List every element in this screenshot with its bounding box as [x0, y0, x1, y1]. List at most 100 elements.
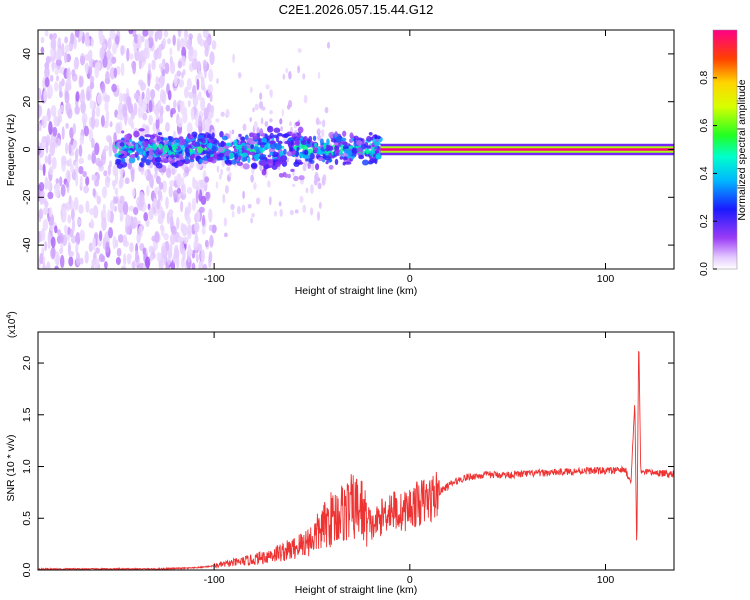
heatmap-cell-noise	[155, 76, 159, 85]
heatmap-cell-sparse	[297, 65, 301, 74]
heatmap-cell-noise	[161, 68, 166, 77]
heatmap-cell-noise	[84, 250, 89, 264]
heatmap-cell-carrier	[129, 154, 136, 159]
heatmap-cell-sparse	[267, 180, 271, 188]
heatmap-cell-noise	[186, 78, 192, 91]
heatmap-cell-noise	[145, 87, 151, 102]
heatmap-cell-noise	[59, 247, 63, 255]
heatmap-cell-carrier	[163, 137, 169, 142]
heatmap-cell-noise	[79, 175, 83, 188]
heatmap-cell-noise	[187, 244, 192, 257]
heatmap-cell-noise	[91, 259, 96, 266]
heatmap-cell-noise	[133, 33, 139, 44]
heatmap-cell-sparse	[222, 193, 226, 204]
heatmap-cell-noise	[43, 115, 49, 122]
heatmap-cell-noise	[79, 135, 85, 145]
heatmap-cell-carrier	[238, 133, 242, 138]
heatmap-cell-carrier	[287, 173, 291, 179]
heatmap-cell-carrier	[365, 149, 370, 155]
heatmap-cell-noise	[111, 83, 117, 93]
heatmap-cell-noise	[124, 177, 130, 185]
heatmap-cell-carrier	[267, 125, 274, 133]
heatmap-cell-carrier	[271, 151, 279, 158]
heatmap-cell-noise	[75, 232, 81, 246]
heatmap-cell-noise	[44, 240, 48, 252]
heatmap-cell-noise	[52, 126, 58, 137]
heatmap-cell-noise	[67, 241, 71, 256]
heatmap-cell-noise	[165, 196, 169, 210]
y-tick-label: -40	[21, 237, 33, 252]
heatmap-cell-sparse	[215, 181, 219, 189]
heatmap-cell-noise	[95, 247, 100, 254]
heatmap-cell-noise	[191, 197, 196, 212]
heatmap-cell-noise	[204, 176, 210, 183]
heatmap-cell-carrier	[252, 133, 258, 140]
heatmap-cell-sparse	[313, 178, 318, 186]
snr-y-axis: 0.0 0.5 1.0 1.5 2.0	[21, 356, 674, 577]
heatmap-cell-noise	[104, 94, 110, 102]
heatmap-cell-carrier	[235, 145, 243, 150]
heatmap-cell-sparse	[253, 120, 258, 131]
heatmap-cell-carrier	[219, 131, 224, 138]
heatmap-cell-carrier	[147, 154, 154, 161]
heatmap-cell-sparse	[254, 103, 259, 111]
snr-x-axis: -100 0 100	[204, 332, 614, 586]
heatmap-cell-noise	[105, 109, 110, 124]
heatmap-cell-noise	[57, 47, 62, 61]
heatmap-cell-noise	[51, 156, 57, 170]
heatmap-cell-carrier	[133, 130, 140, 138]
heatmap-cell-noise	[209, 51, 215, 65]
heatmap-cell-noise	[200, 195, 207, 206]
heatmap-cell-carrier	[294, 140, 300, 147]
heatmap-cell-sparse	[237, 206, 241, 215]
heatmap-cell-carrier	[208, 143, 213, 150]
heatmap-cell-noise	[83, 125, 90, 137]
heatmap-cell-noise	[167, 90, 172, 101]
heatmap-cell-sparse	[317, 182, 322, 190]
heatmap-cell-noise	[79, 257, 84, 265]
heatmap-cell-sparse	[303, 94, 308, 104]
heatmap-cell-carrier	[306, 138, 311, 145]
heatmap-cell-noise	[82, 171, 87, 178]
snr-y-label: SNR (10 * v/v)	[5, 434, 17, 501]
heatmap-cell-noise	[201, 227, 206, 235]
heatmap-cell-noise	[75, 91, 80, 102]
heatmap-cell-noise	[129, 53, 134, 60]
heatmap-cell-noise	[98, 230, 103, 242]
heatmap-cell-noise	[38, 158, 41, 171]
heatmap-cell-noise	[101, 82, 106, 95]
heatmap-cell-noise	[54, 68, 59, 76]
heatmap-cell-noise	[64, 51, 68, 64]
heatmap-cell-noise	[49, 142, 56, 156]
heatmap-cell-noise	[39, 252, 44, 265]
heatmap-cell-noise	[68, 256, 74, 267]
heatmap-cell-sparse	[242, 123, 247, 131]
heatmap-cell-sparse	[278, 201, 282, 207]
heatmap-cell-carrier	[353, 135, 359, 141]
heatmap-cell-noise	[122, 104, 128, 118]
heatmap-cell-noise	[192, 57, 198, 70]
heatmap-cell-noise	[102, 43, 107, 50]
heatmap-cell-noise	[148, 207, 154, 220]
heatmap-cell-sparse	[286, 157, 289, 163]
heatmap-cell-sparse	[265, 84, 270, 90]
x-tick-label: 0	[407, 574, 413, 586]
heatmap-cell-carrier	[138, 128, 145, 132]
heatmap-cell-noise	[94, 61, 101, 72]
heatmap-cell-noise	[113, 196, 119, 204]
heatmap-cell-noise	[197, 91, 202, 101]
heatmap-cell-noise	[75, 252, 81, 266]
heatmap-cell-noise	[92, 174, 97, 181]
heatmap-cell-carrier	[168, 136, 173, 141]
heatmap-cell-noise	[95, 105, 101, 118]
heatmap-cell-carrier	[352, 147, 357, 151]
heatmap-cell-noise	[38, 87, 42, 101]
heatmap-cell-noise	[73, 196, 79, 211]
heatmap-cell-noise	[108, 146, 113, 158]
heatmap-cell-noise	[184, 206, 189, 216]
heatmap-cell-noise	[69, 163, 75, 174]
heatmap-cell-noise	[120, 265, 127, 269]
heatmap-cell-noise	[183, 236, 189, 245]
heatmap-cell-noise	[203, 87, 207, 94]
heatmap-cell-noise	[89, 75, 95, 84]
